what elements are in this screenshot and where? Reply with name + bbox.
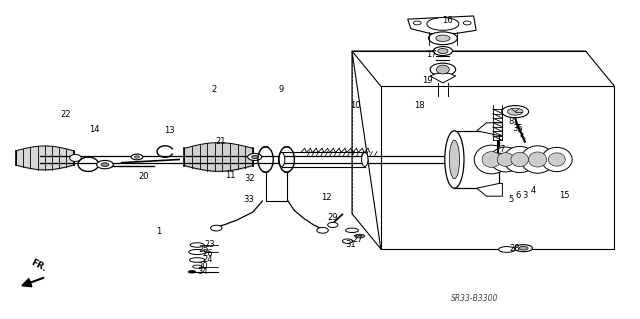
Ellipse shape: [511, 152, 529, 167]
Ellipse shape: [490, 147, 521, 172]
Ellipse shape: [134, 156, 140, 158]
Ellipse shape: [497, 153, 514, 166]
Text: 21: 21: [216, 137, 226, 146]
Ellipse shape: [248, 153, 262, 160]
Text: 6: 6: [516, 191, 521, 200]
Text: 11: 11: [225, 171, 236, 180]
Text: 26: 26: [203, 249, 213, 258]
Text: 25: 25: [198, 245, 209, 254]
Ellipse shape: [548, 153, 565, 166]
Ellipse shape: [430, 63, 456, 76]
Text: 23: 23: [205, 240, 215, 249]
Text: 32: 32: [244, 174, 255, 183]
Polygon shape: [477, 183, 502, 196]
Ellipse shape: [541, 147, 572, 172]
Text: 7: 7: [499, 145, 504, 154]
Ellipse shape: [436, 65, 449, 74]
Text: 27: 27: [353, 235, 363, 244]
Ellipse shape: [492, 153, 504, 158]
Text: 8: 8: [508, 117, 513, 126]
Ellipse shape: [355, 234, 365, 238]
Ellipse shape: [101, 163, 109, 167]
Ellipse shape: [463, 21, 471, 25]
Text: 18: 18: [415, 101, 425, 110]
Polygon shape: [454, 131, 499, 188]
Ellipse shape: [433, 47, 452, 56]
Text: 16: 16: [442, 16, 452, 25]
Ellipse shape: [346, 228, 358, 233]
Polygon shape: [408, 16, 476, 33]
Ellipse shape: [552, 155, 562, 164]
Ellipse shape: [515, 245, 532, 252]
Text: 30: 30: [197, 262, 207, 271]
Text: 12: 12: [321, 193, 332, 202]
Ellipse shape: [445, 131, 464, 188]
Text: 1: 1: [156, 227, 161, 236]
Polygon shape: [477, 123, 502, 136]
Ellipse shape: [189, 258, 205, 262]
Text: 22: 22: [60, 110, 70, 119]
Text: 9: 9: [279, 85, 284, 94]
Text: 5: 5: [508, 195, 513, 204]
Ellipse shape: [504, 146, 536, 173]
Ellipse shape: [211, 225, 222, 231]
Text: FR.: FR.: [29, 258, 48, 273]
Text: 17: 17: [426, 50, 436, 59]
Text: 24: 24: [203, 255, 213, 263]
Text: 4: 4: [531, 186, 536, 195]
Ellipse shape: [193, 265, 202, 268]
Text: 3: 3: [522, 191, 527, 200]
Text: 13: 13: [164, 126, 175, 135]
Ellipse shape: [429, 32, 457, 45]
Ellipse shape: [131, 154, 143, 160]
Text: SR33-B3300: SR33-B3300: [451, 294, 499, 303]
Text: 31: 31: [346, 241, 356, 249]
Ellipse shape: [413, 21, 421, 25]
Ellipse shape: [188, 271, 196, 273]
Text: 10: 10: [350, 101, 360, 110]
Ellipse shape: [342, 239, 353, 243]
Ellipse shape: [508, 108, 523, 115]
Text: 2: 2: [212, 85, 217, 94]
Ellipse shape: [502, 106, 529, 118]
Text: 35: 35: [512, 124, 522, 133]
Ellipse shape: [362, 152, 368, 167]
Text: 14: 14: [90, 125, 100, 134]
Text: 28: 28: [510, 244, 520, 253]
Polygon shape: [430, 73, 456, 83]
Ellipse shape: [521, 146, 554, 173]
Text: 34: 34: [197, 267, 207, 276]
Ellipse shape: [438, 48, 448, 54]
Ellipse shape: [482, 152, 501, 167]
Ellipse shape: [427, 18, 459, 30]
Ellipse shape: [529, 152, 547, 167]
Text: 33: 33: [243, 195, 253, 204]
Ellipse shape: [278, 152, 285, 167]
Text: 19: 19: [422, 76, 433, 85]
Ellipse shape: [436, 35, 450, 41]
Ellipse shape: [252, 155, 258, 159]
Ellipse shape: [97, 160, 113, 169]
Ellipse shape: [70, 154, 81, 161]
Ellipse shape: [189, 249, 205, 255]
Ellipse shape: [474, 145, 509, 174]
Ellipse shape: [499, 247, 515, 252]
Ellipse shape: [519, 246, 528, 250]
Text: 20: 20: [138, 172, 148, 181]
Text: 15: 15: [559, 191, 570, 200]
Ellipse shape: [190, 243, 204, 247]
Ellipse shape: [328, 222, 338, 227]
Ellipse shape: [317, 227, 328, 233]
Text: 29: 29: [328, 213, 338, 222]
Ellipse shape: [449, 140, 460, 179]
